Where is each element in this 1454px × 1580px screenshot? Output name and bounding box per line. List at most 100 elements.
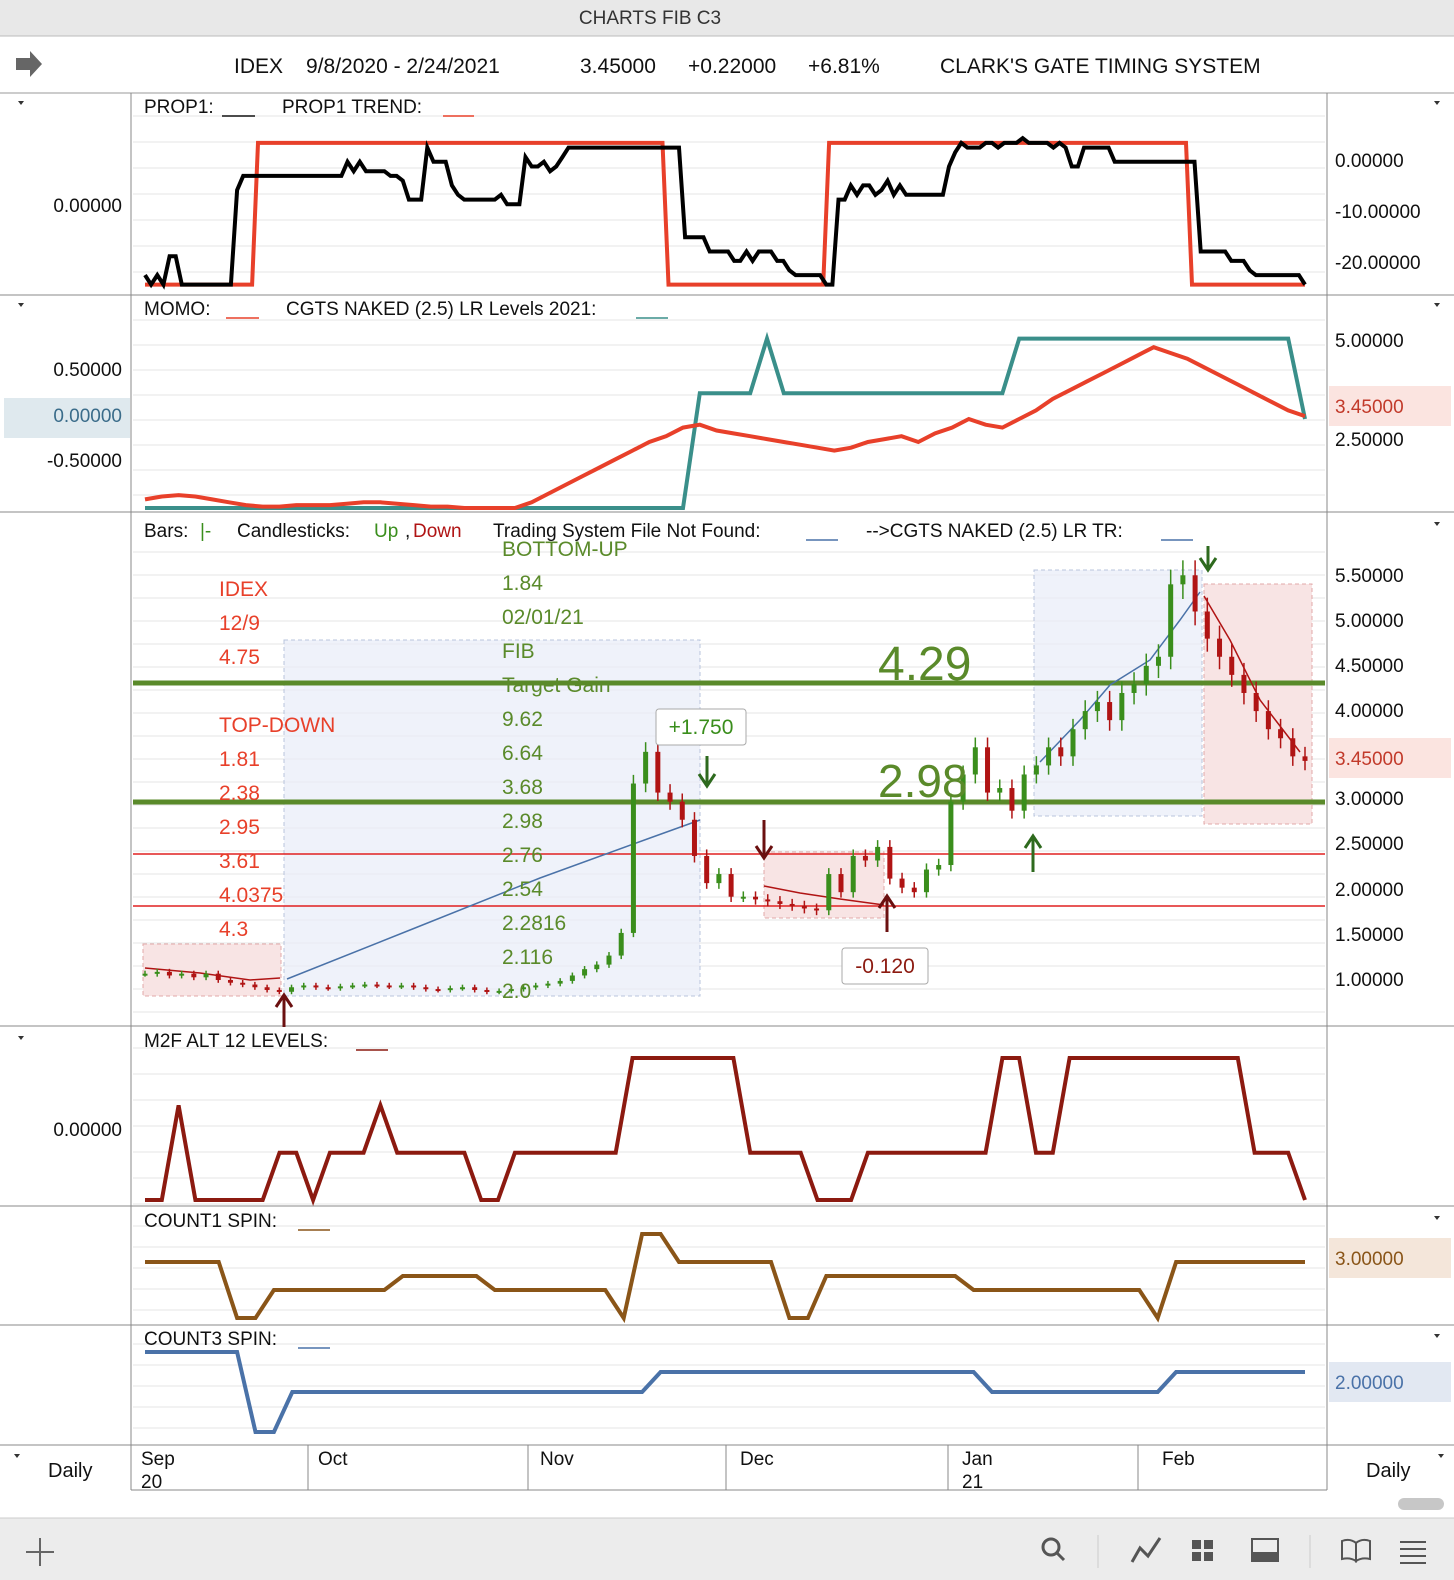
count3-last-value: 2.00000	[1335, 1373, 1404, 1394]
candle-body	[972, 747, 978, 775]
candle-body	[447, 988, 453, 991]
candle-body	[423, 987, 429, 990]
price-tick-label: 5.00000	[1335, 611, 1404, 632]
candlestick-series	[142, 560, 1308, 995]
lr-trend-line	[286, 819, 701, 980]
candle-body	[1192, 575, 1198, 612]
candle-body	[1046, 747, 1052, 766]
dropdown-triangle-icon[interactable]	[1434, 303, 1440, 307]
candle-body	[630, 783, 636, 933]
dropdown-triangle-icon[interactable]	[18, 1036, 24, 1040]
prop1-left-tick: 0.00000	[53, 196, 122, 217]
annotation-text: 1.84	[502, 572, 543, 595]
lr-down-line	[763, 885, 885, 906]
candle-body	[337, 986, 343, 989]
dropdown-triangle-icon[interactable]	[14, 1454, 20, 1458]
annotation-text: 4.0375	[219, 884, 283, 907]
candle-body	[1229, 656, 1235, 675]
candle-body	[765, 899, 771, 902]
candle-body	[704, 855, 710, 884]
big-level-label: 2.98	[878, 755, 968, 807]
panel-frames	[0, 93, 1454, 1491]
annotation-text: 2.76	[502, 844, 543, 867]
panel-icon[interactable]	[1251, 1538, 1279, 1562]
list-icon[interactable]	[1400, 1541, 1426, 1564]
buy-arrow-icon	[1023, 833, 1043, 872]
dropdown-triangle-icon[interactable]	[1434, 1216, 1440, 1220]
dropdown-triangle-icon[interactable]	[18, 303, 24, 307]
candle-body	[1155, 656, 1161, 666]
momo-left-tick: 0.00000	[53, 406, 122, 427]
month-label: Oct	[318, 1449, 348, 1470]
price-tick-label: 1.00000	[1335, 970, 1404, 991]
search-icon[interactable]	[1041, 1537, 1066, 1562]
loss-tag	[841, 947, 929, 985]
dropdown-triangle-icon[interactable]	[18, 101, 24, 105]
candle-body	[911, 887, 917, 893]
annotation-text: 2.0	[502, 980, 531, 1003]
candle-body	[1131, 683, 1137, 693]
bottom-up-annotations: BOTTOM-UP 1.84 02/01/21 FIB Target Gain 9.62 6…	[502, 538, 628, 1003]
annotation-text: Target Gain	[502, 674, 611, 697]
dropdown-triangle-icon[interactable]	[1434, 101, 1440, 105]
candle-body	[582, 969, 588, 976]
annotation-text: FIB	[502, 640, 535, 663]
period-label-left[interactable]: Daily	[48, 1460, 92, 1482]
book-icon[interactable]	[1341, 1538, 1371, 1563]
header-system: CLARK'S GATE TIMING SYSTEM	[940, 55, 1261, 78]
candle-body	[826, 874, 832, 911]
candle-body	[618, 932, 624, 956]
candle-body	[936, 865, 942, 870]
signal-arrows	[274, 546, 1218, 1027]
candle-body	[814, 908, 820, 911]
price-last-value: 3.45000	[1335, 749, 1404, 770]
candle-body	[679, 801, 685, 820]
candle-body	[1094, 702, 1100, 712]
price-tick-label: 1.50000	[1335, 925, 1404, 946]
annotation-text: 3.61	[219, 850, 260, 873]
buy-zone-box	[283, 639, 701, 997]
candle-body	[850, 855, 856, 893]
title-bar	[0, 0, 1454, 36]
candle-body	[203, 973, 209, 978]
candle-body	[691, 819, 697, 856]
price-tick-label: 2.00000	[1335, 880, 1404, 901]
candle-body	[923, 869, 929, 893]
dropdown-triangle-icon[interactable]	[1434, 1334, 1440, 1338]
dropdown-triangle-icon[interactable]	[1438, 1454, 1444, 1458]
plus-icon[interactable]	[26, 1538, 54, 1566]
gain-tag	[655, 708, 747, 746]
month-label: Feb	[1162, 1449, 1195, 1470]
candle-body	[484, 989, 490, 992]
buy-arrow-icon	[877, 893, 897, 932]
candle-body	[179, 973, 185, 976]
candle-body	[533, 985, 539, 988]
candlesticks-comma: ,	[405, 521, 410, 542]
candle-body	[985, 747, 991, 793]
candle-body	[191, 973, 197, 978]
dropdown-triangle-icon[interactable]	[1434, 522, 1440, 526]
period-label-right[interactable]: Daily	[1366, 1460, 1410, 1482]
annotation-text: 2.98	[502, 810, 543, 833]
prop1-right-tick: -10.00000	[1335, 202, 1421, 223]
grid-icon[interactable]	[1192, 1540, 1213, 1561]
annotation-text: 6.64	[502, 742, 543, 765]
count3-last-tag	[1329, 1362, 1451, 1402]
candle-body	[728, 874, 734, 897]
arrow-right-icon[interactable]	[16, 51, 42, 77]
candlesticks-down: Down	[413, 521, 462, 542]
prop1-trend-legend: PROP1 TREND:	[282, 97, 422, 118]
candle-body	[289, 987, 295, 992]
momo-left-tick: 0.50000	[53, 360, 122, 381]
year-label: 20	[141, 1472, 162, 1493]
candle-body	[997, 788, 1003, 793]
annotation-text: 12/9	[219, 612, 260, 635]
line-chart-icon[interactable]	[1130, 1537, 1162, 1563]
candle-body	[1265, 711, 1271, 730]
header-bar: IDEX 9/8/2020 - 2/24/2021 3.45000 +0.220…	[16, 51, 1261, 78]
candlesticks-legend: Candlesticks:	[237, 521, 350, 542]
horizontal-scrollbar[interactable]	[1398, 1498, 1444, 1510]
price-tick-label: 4.50000	[1335, 656, 1404, 677]
month-label: Jan	[962, 1449, 993, 1470]
prop1-right-tick: 0.00000	[1335, 151, 1404, 172]
